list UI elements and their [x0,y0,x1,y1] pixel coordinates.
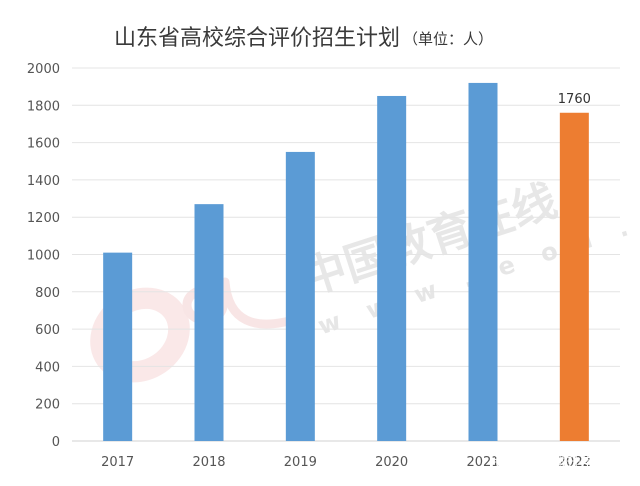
x-axis: 2017 2018 2019 2020 2021 2022 [101,455,591,470]
footer-attribution: 头条 @安徽升学帮 [492,454,608,471]
chart-title-main: 山东省高校综合评价招生计划 [114,26,400,51]
y-tick-label: 1600 [27,137,60,152]
chart-title: 山东省高校综合评价招生计划 [114,26,400,51]
bar-2021 [468,82,498,442]
y-tick-label: 200 [35,398,60,413]
x-tick-label: 2019 [284,455,317,470]
y-tick-label: 0 [52,435,60,450]
chart-title-unit: （单位：人） [403,30,493,48]
y-tick-label: 800 [35,286,60,301]
gridlines [72,67,620,442]
bar-2022 [559,112,589,441]
data-labels: 1760 [558,92,591,107]
y-tick-label: 1200 [27,211,60,226]
bar-2019 [285,151,315,442]
x-tick-label: 2021 [466,455,499,470]
y-tick-label: 1400 [27,174,60,189]
data-label: 1760 [558,92,591,107]
y-tick-label: 1800 [27,99,60,114]
x-tick-label: 2017 [101,455,134,470]
bar-2017 [103,252,133,441]
bar-2020 [377,95,407,441]
x-tick-label: 2018 [192,455,225,470]
x-tick-label: 2020 [375,455,408,470]
y-tick-label: 400 [35,360,60,375]
y-tick-label: 1000 [27,249,60,264]
y-axis: 0 200 400 600 800 1000 1200 1400 1600 1800 2000 [27,62,60,450]
x-tick-label: 2022 [558,455,591,470]
y-tick-label: 600 [35,323,60,338]
y-tick-label: 2000 [27,62,60,77]
bar-2018 [194,204,224,441]
bars [103,82,589,442]
